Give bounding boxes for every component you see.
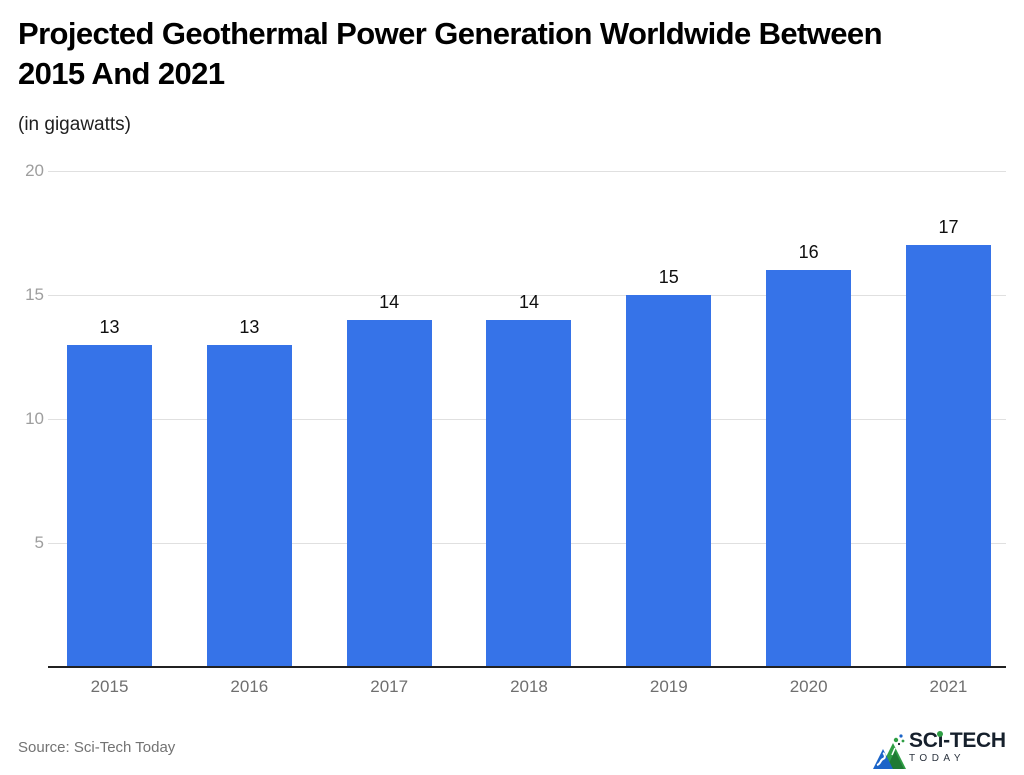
x-axis-label: 2021 xyxy=(929,677,968,696)
page-title: Projected Geothermal Power Generation Wo… xyxy=(18,14,1013,94)
x-axis-label: 2020 xyxy=(789,677,828,696)
y-axis-tick-label: 20 xyxy=(25,161,44,180)
bar-2019 xyxy=(626,295,712,667)
bar-2015 xyxy=(67,344,152,667)
y-axis-tick-label: 5 xyxy=(34,533,44,552)
x-axis-label: 2018 xyxy=(510,677,548,696)
chart-unit-subtitle: (in gigawatts) xyxy=(18,114,131,135)
logo-subtitle: TODAY xyxy=(909,753,966,764)
x-axis-label: 2015 xyxy=(90,677,129,696)
bar-value-label: 13 xyxy=(239,316,260,337)
y-axis-tick-label: 10 xyxy=(25,409,44,428)
gridline-y-15 xyxy=(48,295,1006,296)
x-axis-label: 2019 xyxy=(649,677,688,696)
bar-2021 xyxy=(905,245,991,667)
page-title-line2: 2015 And 2021 xyxy=(18,56,225,91)
page-title-line1: Projected Geothermal Power Generation Wo… xyxy=(18,16,883,51)
gridline-y-20 xyxy=(48,171,1006,172)
x-axis-label: 2017 xyxy=(370,677,409,696)
logo-letter-i: i xyxy=(937,729,944,752)
bar-value-label: 14 xyxy=(379,291,400,312)
bar-2016 xyxy=(206,344,292,667)
bar-2017 xyxy=(346,319,432,667)
x-axis-line xyxy=(48,666,1006,668)
sci-tech-today-mountain-icon xyxy=(873,734,906,769)
bar-value-label: 17 xyxy=(938,217,959,238)
y-axis-tick-label: 15 xyxy=(25,285,44,304)
bar-value-label: 15 xyxy=(658,267,679,287)
logo-wordmark: SCi-TECH xyxy=(909,729,1006,752)
bar-2018 xyxy=(486,319,572,667)
bar-value-label: 13 xyxy=(99,316,120,337)
logo-text: SCi-TECH TODAY xyxy=(909,729,1006,765)
sci-tech-today-logo: SCi-TECH TODAY xyxy=(872,729,1012,773)
x-axis-label: 2016 xyxy=(230,677,269,696)
bar-value-label: 16 xyxy=(798,242,819,263)
bar-2020 xyxy=(766,270,852,667)
bar-value-label: 14 xyxy=(518,291,539,312)
source-note: Source: Sci-Tech Today xyxy=(18,739,176,756)
